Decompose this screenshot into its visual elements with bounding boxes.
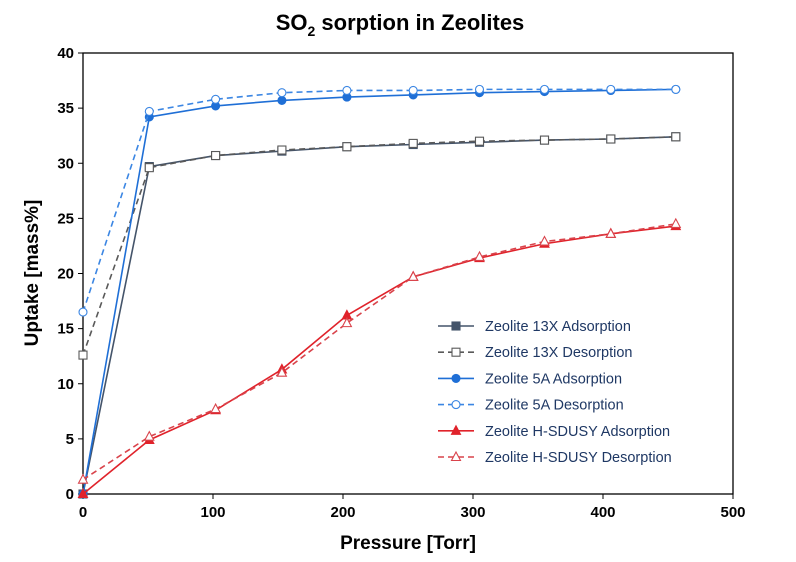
data-point [408,85,418,96]
x-axis: 0 100 200 300 400 500 [79,494,746,521]
y-tick-label: 30 [57,155,74,172]
legend-marker [451,400,461,410]
series-line [82,225,676,495]
data-point [144,163,154,173]
chart-title-subscript: 2 [307,23,315,39]
legend-item: Zeolite 13X Desorption [438,345,633,361]
series-line [82,135,676,356]
data-point [342,142,352,152]
data-point [277,95,287,105]
data-point [671,132,681,142]
data-point [77,473,89,484]
y-tick-label: 35 [57,100,74,117]
legend-marker [451,321,461,331]
y-tick-label: 25 [57,210,74,227]
data-point [539,135,550,145]
data-point [670,217,682,228]
data-point [78,307,88,317]
series-line [82,135,676,495]
legend-marker [451,373,461,383]
legend-marker [450,450,462,462]
data-point [77,487,89,499]
y-tick-label: 40 [57,45,74,62]
legend-marker [451,347,461,357]
legend-item: Zeolite 13X Adsorption [438,319,631,335]
series-line [82,88,676,495]
x-axis-label: Pressure [Torr] [340,533,476,554]
data-point [341,316,353,328]
y-tick-label: 10 [57,376,74,393]
series-0 [78,132,681,499]
data-point [144,106,154,116]
legend-label: Zeolite H-SDUSY Desorption [485,450,672,466]
series-line [82,223,676,481]
legend-marker [450,424,462,435]
legend-label: Zeolite 13X Desorption [485,345,633,361]
legend-item: Zeolite 5A Desorption [438,398,624,414]
x-tick-label: 0 [79,504,87,521]
legend-item: Zeolite 5A Adsorption [438,371,622,387]
series-layer [77,84,682,499]
data-point [474,250,485,262]
data-point [277,145,287,155]
y-tick-label: 0 [66,486,74,503]
series-3 [78,84,681,317]
data-point [474,136,485,146]
legend-item: Zeolite H-SDUSY Desorption [438,450,672,466]
data-point [342,85,352,96]
x-tick-label: 300 [460,504,485,521]
legend-label: Zeolite H-SDUSY Adsorption [485,424,670,440]
chart-title-rest: sorption in Zeolites [315,10,524,35]
data-point [78,350,88,360]
y-axis-label: Uptake [mass%] [22,200,43,347]
chart-title: SO2 sorption in Zeolites [276,10,525,39]
series-5 [77,217,682,484]
data-point [539,235,550,246]
x-tick-label: 500 [720,504,745,521]
data-point [407,270,419,281]
legend-label: Zeolite 5A Desorption [485,398,624,414]
series-line [82,88,676,313]
data-point [211,94,221,104]
series-1 [78,132,681,360]
data-point [605,227,617,238]
y-tick-label: 20 [57,266,74,283]
data-point [606,134,616,144]
data-point [474,84,485,94]
data-point [408,138,418,148]
x-tick-label: 100 [200,504,225,521]
data-point [276,366,288,377]
y-tick-label: 5 [66,431,74,448]
data-point [539,84,550,94]
y-axis: 0 5 10 15 20 25 30 35 40 [57,45,83,503]
data-point [143,430,155,441]
x-tick-label: 200 [330,504,355,521]
data-point [606,84,616,94]
legend-item: Zeolite H-SDUSY Adsorption [438,424,670,440]
data-point [277,88,287,98]
legend-label: Zeolite 5A Adsorption [485,371,622,387]
data-point [210,402,222,414]
x-tick-label: 400 [590,504,615,521]
data-point [671,84,681,94]
chart-title-main: SO [276,10,308,35]
data-point [211,150,221,161]
legend: Zeolite 13X Adsorption Zeolite 13X Desorp… [438,319,672,466]
y-tick-label: 15 [57,321,74,338]
legend-label: Zeolite 13X Adsorption [485,319,631,335]
